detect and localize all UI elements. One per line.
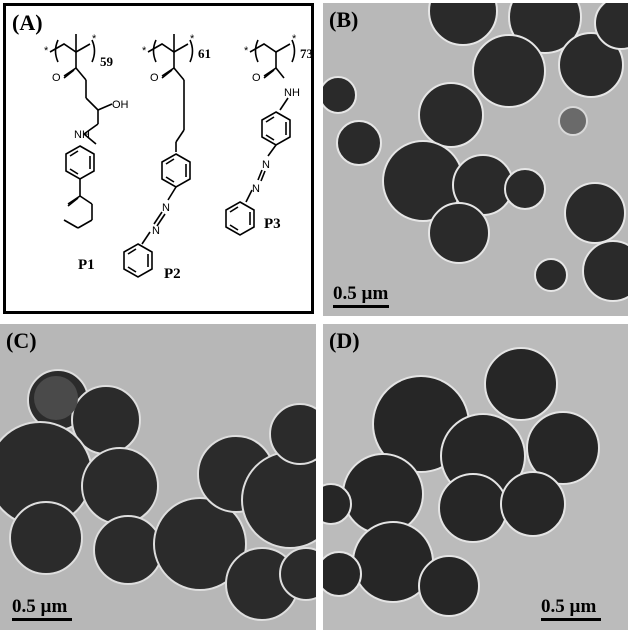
p3-n-atom: N	[262, 159, 270, 171]
p3-subscript: 73	[300, 46, 311, 61]
end-group-star: *	[142, 45, 147, 57]
panel-a-label: (A)	[12, 10, 43, 35]
p1-nh-group: NH	[74, 129, 90, 141]
panel-a-structures: (A)	[3, 3, 314, 314]
scale-bar-b: 0.5 µm	[333, 283, 389, 308]
chemical-structures-diagram: * * * * * * O O O OH NH N N NH N N 59 61…	[44, 33, 311, 282]
panel-b-tem: (B) 0.5 µm	[323, 3, 628, 316]
end-group-star: *	[190, 33, 195, 45]
structure-p2	[123, 34, 194, 278]
structure-p1	[49, 34, 113, 229]
tem-image-d	[323, 324, 628, 630]
scale-bar-d: 0.5 µm	[541, 596, 601, 621]
p1-name: P1	[78, 257, 95, 273]
p2-n-atom: N	[152, 225, 160, 237]
p3-n-atom: N	[252, 183, 260, 195]
panel-c-tem: (C) 0.5 µm	[0, 324, 316, 630]
p2-n-atom: N	[162, 202, 170, 214]
end-group-star: *	[244, 45, 249, 57]
p1-subscript: 59	[100, 54, 114, 69]
p2-name: P2	[164, 266, 181, 282]
atom-o: O	[150, 72, 159, 84]
structure-p3	[225, 39, 296, 236]
scale-bar-c: 0.5 µm	[12, 596, 72, 621]
scale-bar-b-text: 0.5 µm	[333, 283, 389, 304]
p3-nh-group: NH	[284, 87, 300, 99]
p1-oh-group: OH	[112, 99, 129, 111]
tem-image-c	[0, 324, 316, 630]
end-group-star: *	[292, 33, 297, 45]
p2-subscript: 61	[198, 46, 211, 61]
scale-bar-d-text: 0.5 µm	[541, 596, 597, 617]
p3-name: P3	[264, 216, 281, 232]
panel-b-label: (B)	[329, 7, 359, 32]
end-group-star: *	[92, 33, 97, 45]
panel-d-tem: (D) 0.5 µm	[323, 324, 628, 630]
scale-bar-c-text: 0.5 µm	[12, 596, 68, 617]
atom-o: O	[252, 72, 261, 84]
atom-o: O	[52, 72, 61, 84]
tem-image-b	[323, 3, 628, 316]
end-group-star: *	[44, 45, 49, 57]
panel-c-label: (C)	[6, 328, 37, 353]
panel-d-label: (D)	[329, 328, 360, 353]
